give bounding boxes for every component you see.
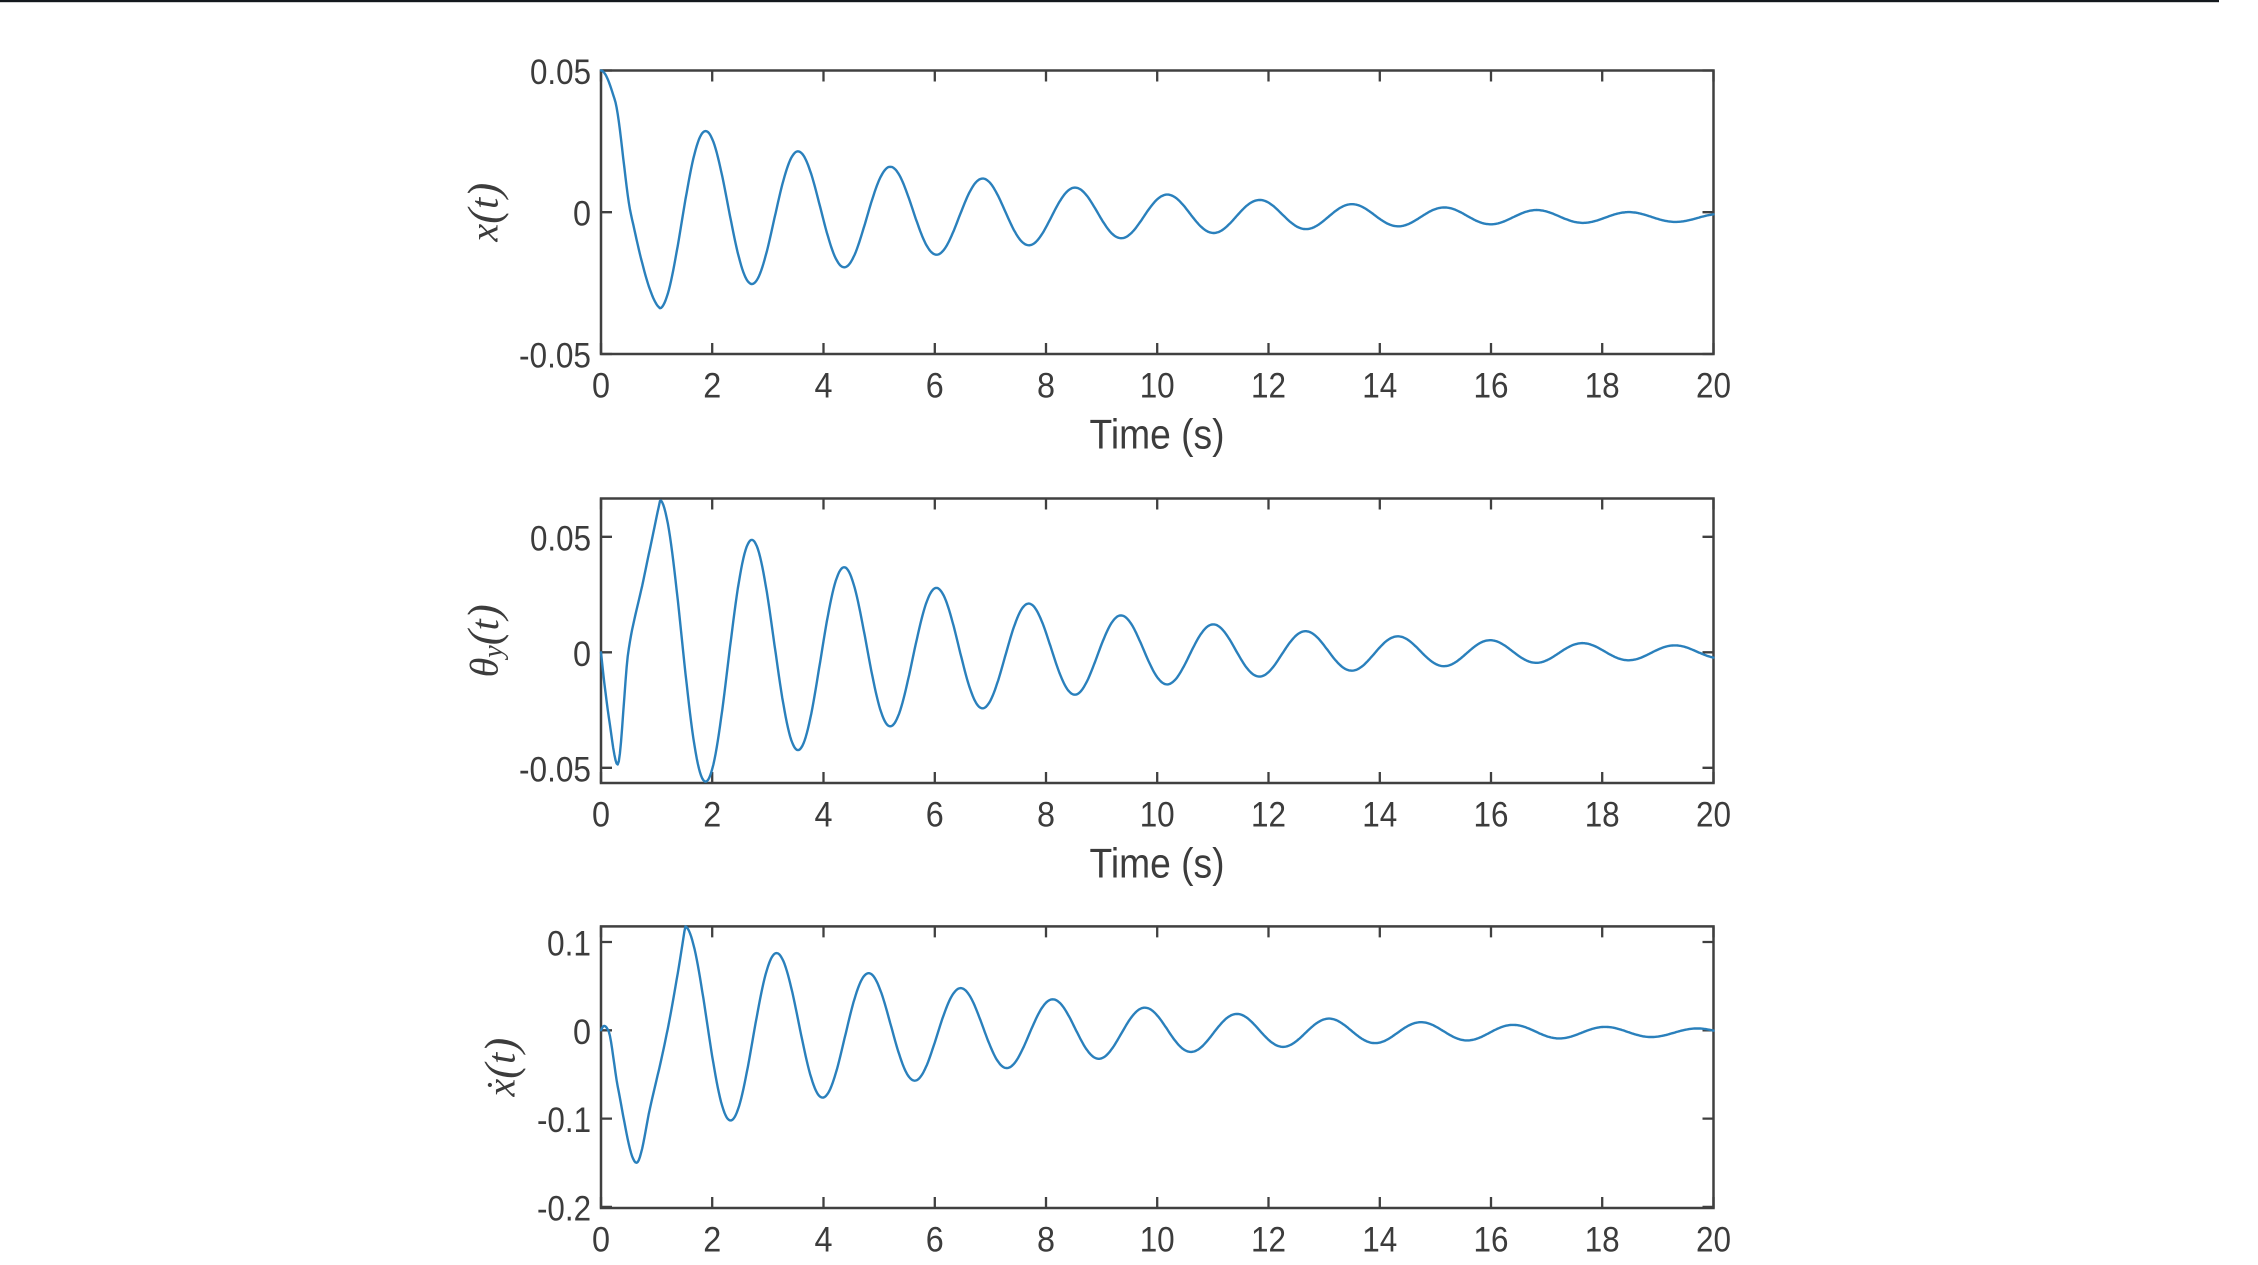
svg-text:Time (s): Time (s) bbox=[1090, 840, 1225, 887]
svg-text:14: 14 bbox=[1362, 1221, 1397, 1260]
svg-text:12: 12 bbox=[1251, 367, 1286, 406]
svg-text:ẋ(t): ẋ(t) bbox=[476, 1038, 526, 1098]
svg-text:0: 0 bbox=[573, 195, 591, 234]
svg-text:20: 20 bbox=[1696, 1221, 1731, 1260]
svg-text:4: 4 bbox=[815, 1221, 833, 1260]
svg-text:Time (s): Time (s) bbox=[1090, 411, 1225, 458]
svg-text:10: 10 bbox=[1140, 796, 1175, 835]
svg-text:6: 6 bbox=[926, 796, 944, 835]
svg-text:2: 2 bbox=[703, 796, 721, 835]
svg-text:0: 0 bbox=[592, 367, 610, 406]
svg-text:18: 18 bbox=[1585, 796, 1620, 835]
svg-text:0: 0 bbox=[592, 796, 610, 835]
svg-text:6: 6 bbox=[926, 367, 944, 406]
svg-text:18: 18 bbox=[1585, 367, 1620, 406]
svg-text:0: 0 bbox=[592, 1221, 610, 1260]
svg-text:10: 10 bbox=[1140, 1221, 1175, 1260]
svg-text:8: 8 bbox=[1037, 367, 1055, 406]
svg-text:20: 20 bbox=[1696, 367, 1731, 406]
svg-text:2: 2 bbox=[703, 367, 721, 406]
svg-text:12: 12 bbox=[1251, 796, 1286, 835]
svg-text:0.05: 0.05 bbox=[530, 53, 591, 92]
svg-text:0.1: 0.1 bbox=[547, 925, 591, 964]
svg-text:-0.1: -0.1 bbox=[537, 1101, 591, 1140]
svg-text:-0.05: -0.05 bbox=[519, 750, 591, 789]
svg-text:16: 16 bbox=[1474, 1221, 1509, 1260]
svg-text:0: 0 bbox=[573, 1013, 591, 1052]
svg-text:16: 16 bbox=[1474, 796, 1509, 835]
svg-text:-0.2: -0.2 bbox=[537, 1189, 591, 1228]
svg-text:-0.05: -0.05 bbox=[519, 337, 591, 376]
svg-text:2: 2 bbox=[703, 1221, 721, 1260]
svg-text:18: 18 bbox=[1585, 1221, 1620, 1260]
svg-text:14: 14 bbox=[1362, 796, 1397, 835]
svg-text:14: 14 bbox=[1362, 367, 1397, 406]
svg-text:16: 16 bbox=[1474, 367, 1509, 406]
svg-text:θy(t): θy(t) bbox=[459, 604, 509, 677]
svg-text:10: 10 bbox=[1140, 367, 1175, 406]
svg-text:8: 8 bbox=[1037, 796, 1055, 835]
svg-text:20: 20 bbox=[1696, 796, 1731, 835]
svg-text:x(t): x(t) bbox=[459, 183, 509, 243]
svg-text:0: 0 bbox=[573, 635, 591, 674]
svg-text:0.05: 0.05 bbox=[530, 519, 591, 558]
svg-text:4: 4 bbox=[815, 796, 833, 835]
svg-text:6: 6 bbox=[926, 1221, 944, 1260]
svg-text:12: 12 bbox=[1251, 1221, 1286, 1260]
svg-text:8: 8 bbox=[1037, 1221, 1055, 1260]
svg-text:4: 4 bbox=[815, 367, 833, 406]
